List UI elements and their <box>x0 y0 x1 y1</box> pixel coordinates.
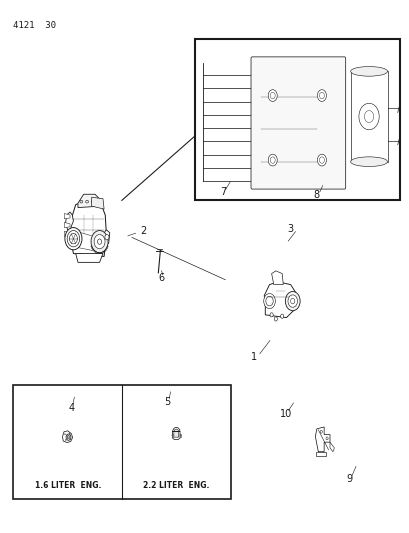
Text: 8: 8 <box>313 190 319 200</box>
FancyBboxPatch shape <box>250 57 345 189</box>
Circle shape <box>91 231 108 253</box>
Ellipse shape <box>350 67 387 76</box>
Polygon shape <box>62 431 72 442</box>
Circle shape <box>274 317 277 321</box>
Circle shape <box>64 434 65 435</box>
Text: 2: 2 <box>139 226 146 236</box>
Circle shape <box>280 314 283 318</box>
Circle shape <box>94 235 105 249</box>
Circle shape <box>67 231 79 247</box>
Circle shape <box>364 110 373 123</box>
Circle shape <box>67 435 70 439</box>
Ellipse shape <box>80 200 83 203</box>
Circle shape <box>270 313 272 317</box>
Circle shape <box>285 292 299 311</box>
Circle shape <box>66 434 71 440</box>
Text: 6: 6 <box>158 272 164 282</box>
Circle shape <box>97 239 101 244</box>
Text: 7: 7 <box>220 188 226 197</box>
Circle shape <box>65 228 82 250</box>
Text: 1: 1 <box>250 352 256 362</box>
Polygon shape <box>104 230 110 246</box>
Circle shape <box>270 157 274 163</box>
Polygon shape <box>78 194 101 207</box>
Polygon shape <box>172 427 180 440</box>
Circle shape <box>270 92 274 99</box>
Circle shape <box>319 157 324 163</box>
Polygon shape <box>271 271 283 285</box>
Polygon shape <box>315 451 325 456</box>
Bar <box>194 39 399 200</box>
Polygon shape <box>173 429 178 437</box>
Polygon shape <box>76 254 103 262</box>
Circle shape <box>267 90 276 101</box>
Text: 4: 4 <box>69 403 75 413</box>
Circle shape <box>319 430 321 433</box>
Polygon shape <box>329 442 334 451</box>
Circle shape <box>70 439 71 440</box>
Text: 3: 3 <box>286 224 292 235</box>
Circle shape <box>69 433 70 434</box>
Polygon shape <box>64 231 70 237</box>
Polygon shape <box>64 214 70 219</box>
Text: 5: 5 <box>164 398 170 407</box>
Circle shape <box>65 439 66 441</box>
Bar <box>350 71 387 161</box>
Circle shape <box>319 92 324 99</box>
Text: 2.2 LITER  ENG.: 2.2 LITER ENG. <box>143 481 209 490</box>
Text: 1.6 LITER  ENG.: 1.6 LITER ENG. <box>34 481 101 490</box>
Circle shape <box>317 154 326 166</box>
Polygon shape <box>91 197 104 209</box>
Circle shape <box>267 154 276 166</box>
Circle shape <box>265 296 272 306</box>
Polygon shape <box>70 200 106 256</box>
Circle shape <box>287 295 297 307</box>
Bar <box>171 434 172 437</box>
Ellipse shape <box>350 157 387 166</box>
Polygon shape <box>64 222 70 228</box>
Circle shape <box>263 294 275 309</box>
Circle shape <box>105 235 109 240</box>
Polygon shape <box>264 282 295 318</box>
Text: 9: 9 <box>346 474 352 484</box>
Circle shape <box>317 90 326 101</box>
Polygon shape <box>65 212 73 234</box>
Ellipse shape <box>97 200 100 203</box>
Text: 10: 10 <box>279 408 292 418</box>
Circle shape <box>69 233 77 244</box>
Ellipse shape <box>91 200 94 203</box>
Text: 4121  30: 4121 30 <box>13 21 56 30</box>
Circle shape <box>325 437 327 440</box>
Circle shape <box>358 103 378 130</box>
Bar <box>13 385 230 499</box>
Polygon shape <box>315 427 329 451</box>
Ellipse shape <box>85 200 88 203</box>
Circle shape <box>290 298 294 304</box>
